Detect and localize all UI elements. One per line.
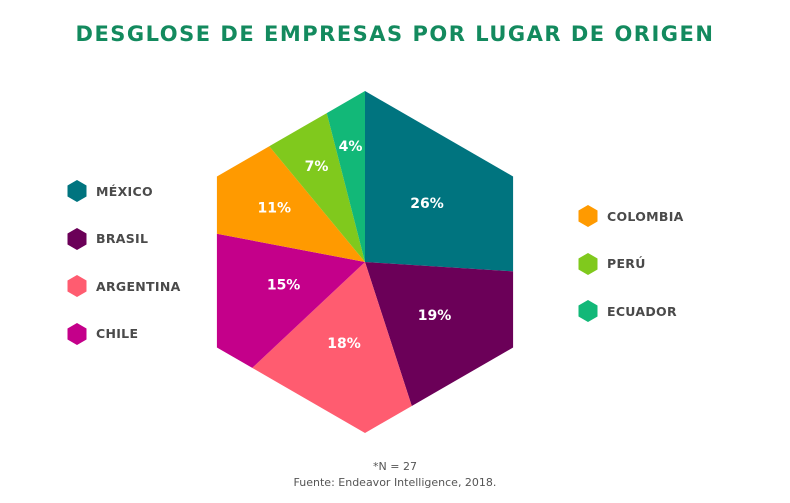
hexagon-swatch-icon <box>67 180 87 202</box>
legend-label: ARGENTINA <box>96 278 181 294</box>
legend-label: ECUADOR <box>607 303 677 319</box>
hexagon-swatch-icon <box>67 227 87 250</box>
slice-chile <box>216 233 365 368</box>
source-note: Fuente: Endeavor Intelligence, 2018. <box>293 476 497 489</box>
slice-perú <box>269 113 365 262</box>
legend-left: MÉXICO BRASIL ARGENTINA CHILE <box>67 179 181 369</box>
hexagon-swatch-icon <box>578 205 598 227</box>
slice-label-colombia: 11% <box>258 200 292 216</box>
legend-label: PERÚ <box>607 256 646 271</box>
legend-label: BRASIL <box>96 231 149 246</box>
legend-right: COLOMBIA PERÚ ECUADOR <box>578 204 684 347</box>
legend-label: MÉXICO <box>96 183 153 199</box>
legend-item-chile: CHILE <box>67 322 181 346</box>
chart-title: DESGLOSE DE EMPRESAS POR LUGAR DE ORIGEN <box>75 22 715 46</box>
slice-argentina <box>252 262 412 433</box>
hexagon-swatch-icon <box>67 322 87 345</box>
slice-brasil <box>365 262 514 406</box>
legend-label: CHILE <box>96 326 139 341</box>
hexagon-swatch-icon <box>578 300 598 322</box>
slice-label-chile: 15% <box>267 278 301 294</box>
slice-label-argentina: 18% <box>327 336 361 352</box>
slice-label-perú: 7% <box>305 159 329 175</box>
slice-colombia <box>216 146 365 262</box>
slice-label-brasil: 19% <box>418 308 452 324</box>
legend-item-perú: PERÚ <box>578 252 684 276</box>
legend-item-ecuador: ECUADOR <box>578 299 684 323</box>
legend-item-colombia: COLOMBIA <box>578 204 684 228</box>
sample-size-note: *N = 27 <box>373 460 417 473</box>
hexagon-swatch-icon <box>67 275 87 297</box>
slice-ecuador <box>326 91 365 262</box>
legend-item-brasil: BRASIL <box>67 227 181 251</box>
legend-item-argentina: ARGENTINA <box>67 274 181 298</box>
hexagon-swatch-icon <box>578 252 598 275</box>
legend-label: COLOMBIA <box>607 208 684 224</box>
slice-label-méxico: 26% <box>410 196 444 212</box>
legend-item-méxico: MÉXICO <box>67 179 181 203</box>
slice-label-ecuador: 4% <box>339 139 363 155</box>
slice-méxico <box>365 91 514 272</box>
